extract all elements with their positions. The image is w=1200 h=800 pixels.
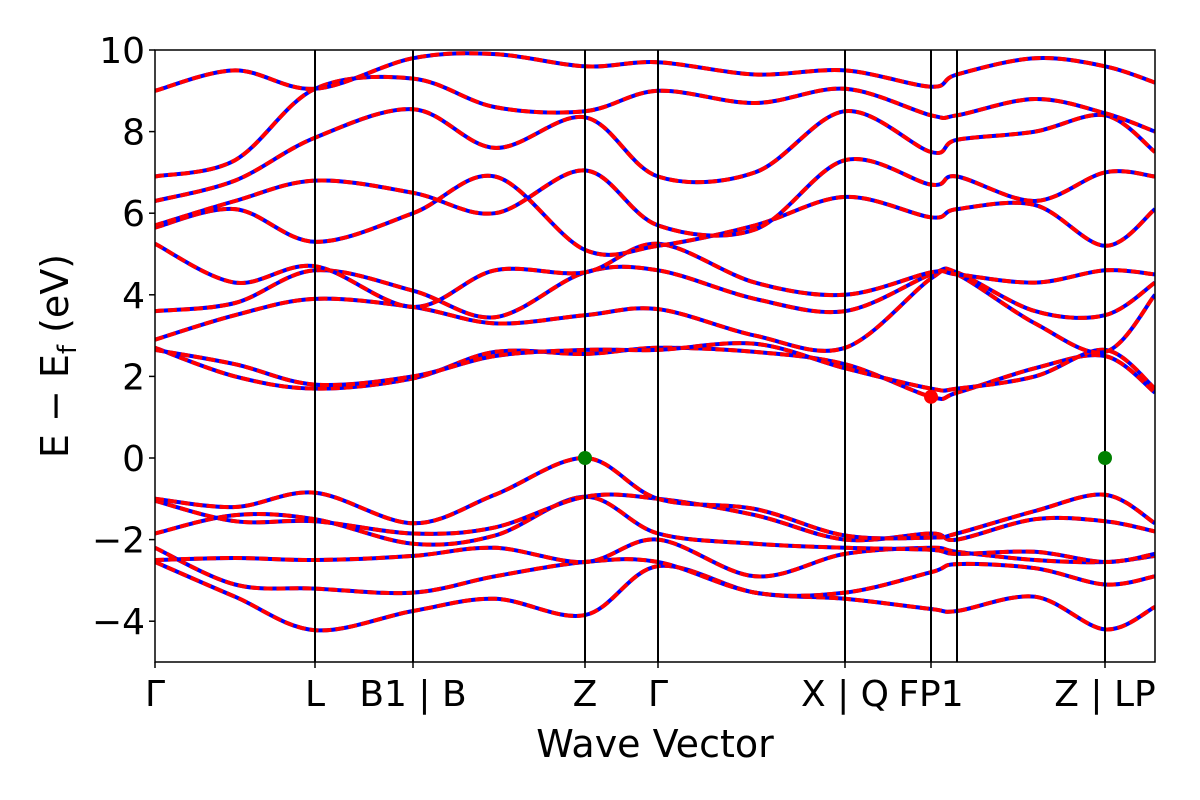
band-6-line <box>155 455 1155 541</box>
band-10-line <box>155 264 1155 320</box>
plot-frame <box>154 49 1156 663</box>
x-tick-label-2: L <box>305 674 325 715</box>
y-axis-title-unit: (eV) <box>33 254 77 345</box>
x-tick-label-1: Γ <box>145 674 165 715</box>
y-axis-title-main: E − E <box>33 354 77 458</box>
y-tick-label-6: 6 <box>122 194 145 235</box>
x-tick-label-5: Γ <box>648 674 668 715</box>
kpoint-lines-layer <box>314 50 1106 662</box>
y-tick-label-3: 0 <box>122 439 145 480</box>
band-14-line <box>155 107 1155 203</box>
band-16-line <box>155 51 1155 93</box>
band-2-line <box>155 545 1155 598</box>
x-axis-title: Wave Vector <box>536 722 774 766</box>
band-12-line <box>155 173 1155 257</box>
y-tick-label-4: 2 <box>122 357 145 398</box>
band-edge-markers-layer <box>578 389 1112 465</box>
x-tick-label-6: X | Q <box>801 674 889 715</box>
band-13-line <box>155 156 1155 238</box>
x-tick-label-3: B1 | B <box>359 674 466 715</box>
y-ticks-layer: −4 −2 0 2 4 6 8 10 <box>92 31 155 643</box>
band-11-line <box>155 241 1155 310</box>
y-tick-label-7: 8 <box>122 113 145 154</box>
y-tick-label-2: −2 <box>92 521 145 562</box>
x-tick-label-8: Z | LP <box>1054 674 1155 715</box>
vbm-marker-2 <box>1098 451 1112 465</box>
y-tick-label-1: −4 <box>92 602 145 643</box>
y-axis-title-subscript: f <box>53 344 83 354</box>
x-tick-label-7: FP1 <box>898 674 963 715</box>
y-axis-title: E − Ef (eV) <box>33 254 83 458</box>
y-tick-label-5: 4 <box>122 276 145 317</box>
band-3-line <box>155 537 1155 579</box>
x-ticks-layer: Γ L B1 | B Z Γ X | Q FP1 Z | LP <box>145 662 1156 715</box>
band-5-line <box>155 492 1155 543</box>
y-tick-label-8: 10 <box>99 31 145 72</box>
band-9-line <box>155 267 1155 355</box>
cbm-marker-1 <box>924 389 938 404</box>
vbm-marker-1 <box>578 451 592 465</box>
x-tick-label-4: Z <box>573 674 598 715</box>
